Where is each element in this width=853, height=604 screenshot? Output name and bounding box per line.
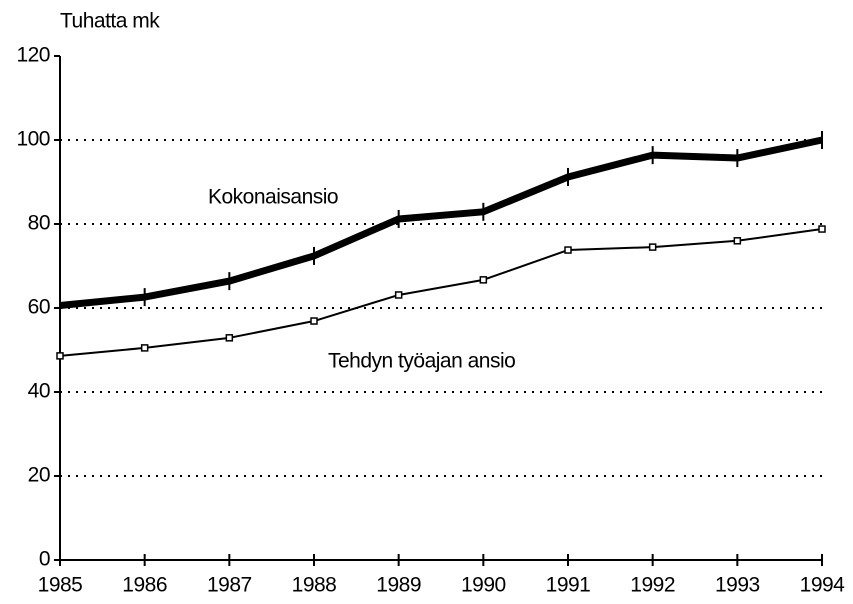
point-marker (394, 291, 403, 299)
y-tick-label: 60 (28, 296, 50, 319)
x-tick-label: 1986 (122, 574, 167, 597)
point-marker (310, 317, 318, 325)
point-marker (225, 334, 234, 342)
y-tick-label: 0 (39, 548, 50, 571)
point-marker (648, 243, 657, 251)
x-tick-label: 1992 (630, 574, 675, 597)
x-tick-label: 1993 (715, 574, 760, 597)
point-marker (140, 344, 149, 352)
y-tick-label: 80 (28, 212, 50, 235)
point-marker (56, 352, 64, 360)
series-label: Tehdyn työajan ansio (328, 350, 515, 373)
y-tick-label: 40 (28, 380, 50, 403)
x-tick-label: 1991 (546, 574, 591, 597)
series-line (59, 136, 823, 309)
x-tick-label: 1988 (292, 574, 337, 597)
y-tick-label: 120 (16, 44, 50, 67)
y-axis-label: Tuhatta mk (60, 10, 160, 33)
x-tick-label: 1994 (800, 574, 846, 597)
series-line (59, 228, 823, 357)
y-tick-label: 100 (16, 128, 50, 151)
series-label: Kokonaisansio (208, 186, 338, 209)
y-tick-label: 20 (28, 464, 50, 487)
point-marker (479, 276, 488, 284)
point-marker (733, 237, 742, 245)
point-marker (818, 225, 826, 233)
point-marker (564, 246, 572, 254)
x-tick-label: 1987 (207, 574, 252, 597)
x-tick-label: 1985 (38, 574, 83, 597)
x-tick-label: 1990 (461, 574, 506, 597)
x-tick-label: 1989 (376, 574, 421, 597)
